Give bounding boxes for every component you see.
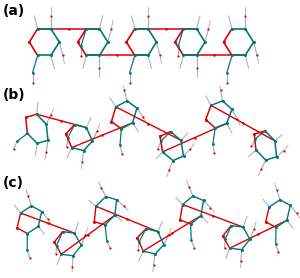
- Text: (c): (c): [3, 176, 24, 190]
- Text: (a): (a): [3, 4, 25, 18]
- Text: (b): (b): [3, 88, 26, 102]
